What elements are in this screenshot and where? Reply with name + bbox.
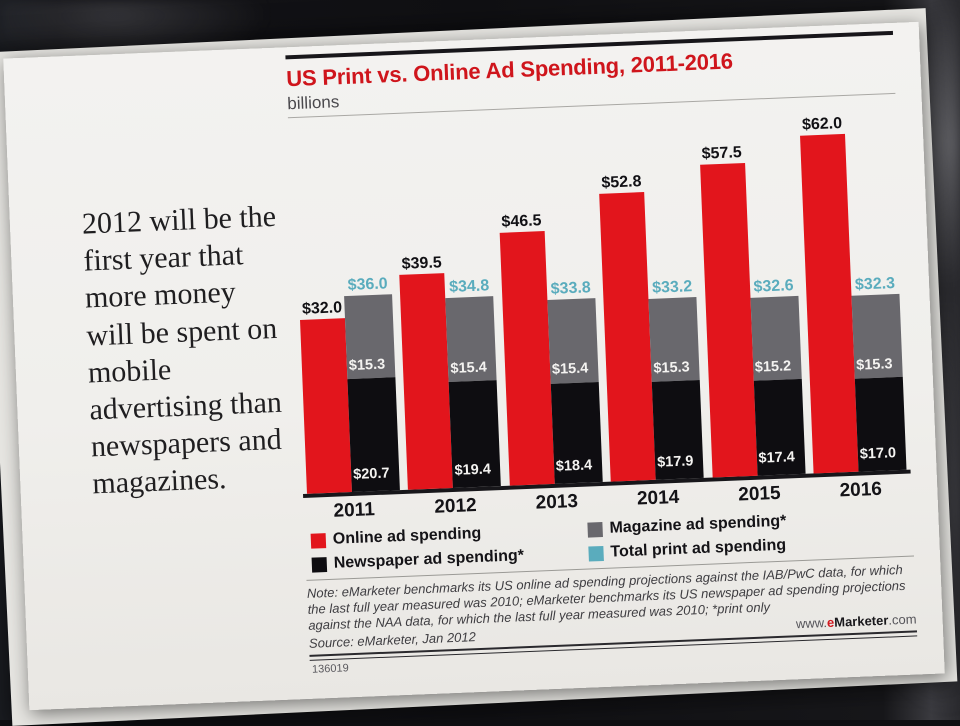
print-bar-column: $32.6 $15.2 $17.4 [749, 277, 806, 476]
total-print-value-label: $34.8 [448, 277, 490, 297]
online-value-label: $39.5 [401, 253, 443, 273]
print-bar-column: $34.8 $15.4 $19.4 [445, 277, 502, 488]
total-print-value-label: $36.0 [347, 275, 388, 294]
online-value-label: $57.5 [701, 143, 743, 163]
online-value-label: $52.8 [601, 173, 642, 192]
print-stacked-bar: $15.3 $17.9 [648, 297, 704, 480]
x-axis-label-2012: 2012 [433, 495, 478, 518]
newspaper-segment: $17.0 [854, 377, 907, 472]
x-axis-label-2016: 2016 [839, 478, 883, 502]
magazine-value-label: $15.4 [450, 359, 488, 377]
print-stacked-bar: $15.4 $19.4 [445, 296, 502, 488]
online-bar-column: $46.5 [499, 211, 555, 486]
plot-area: $32.0 $36.0 $15.3 $20.7 $39.5 $34.8 $15.4 $19.4… [288, 97, 911, 498]
newspaper-segment: $20.7 [347, 377, 400, 492]
online-bar-column: $32.0 [299, 298, 352, 494]
total-print-value-label: $32.6 [753, 277, 794, 297]
online-bar [599, 192, 656, 482]
newspaper-value-label: $17.0 [859, 444, 897, 463]
x-axis-label-2011: 2011 [333, 499, 376, 522]
print-stacked-bar: $15.2 $17.4 [750, 296, 806, 476]
magazine-segment: $15.3 [648, 297, 700, 383]
legend-swatch-icon [587, 521, 603, 538]
online-bar [499, 230, 555, 486]
print-stacked-bar: $15.3 $17.0 [851, 293, 907, 472]
total-print-value-label: $33.2 [651, 278, 693, 297]
newspaper-segment: $18.4 [550, 381, 603, 484]
online-value-label: $32.0 [301, 298, 343, 318]
bar-group-2016: $62.0 $32.3 $15.3 $17.0 [799, 114, 907, 474]
online-bar-column: $57.5 [699, 143, 758, 478]
legend-swatch-icon [588, 545, 604, 562]
magazine-value-label: $15.3 [653, 359, 691, 377]
magazine-segment: $15.2 [750, 296, 802, 381]
magazine-segment: $15.3 [344, 294, 396, 380]
online-bar [799, 134, 859, 474]
bar-group-2012: $39.5 $34.8 $15.4 $19.4 [399, 253, 502, 490]
quote-text: 2012 will be the first year that more mo… [81, 199, 283, 501]
newspaper-value-label: $18.4 [555, 456, 593, 475]
print-bar-column: $33.8 $15.4 $18.4 [546, 279, 603, 484]
online-bar [299, 317, 352, 494]
legend-swatch-icon [310, 532, 327, 549]
x-axis-label-2013: 2013 [535, 490, 579, 514]
total-print-value-label: $32.3 [854, 275, 896, 294]
newspaper-value-label: $17.4 [758, 448, 796, 467]
magazine-segment: $15.4 [445, 296, 497, 383]
newspaper-value-label: $20.7 [352, 464, 390, 483]
legend-label: Newspaper ad spending* [333, 547, 525, 572]
legend-swatch-icon [311, 556, 328, 573]
newspaper-value-label: $19.4 [454, 460, 492, 479]
bar-group-2014: $52.8 $33.2 $15.3 $17.9 [599, 172, 704, 482]
online-value-label: $46.5 [501, 211, 542, 231]
online-bar [699, 162, 758, 478]
newspaper-segment: $17.9 [651, 380, 704, 480]
magazine-value-label: $15.4 [551, 360, 589, 379]
magazine-value-label: $15.3 [855, 356, 893, 374]
print-stacked-bar: $15.3 $20.7 [344, 294, 400, 492]
chart-panel: US Print vs. Online Ad Spending, 2011-20… [271, 22, 945, 699]
x-axis-label-2014: 2014 [636, 486, 680, 510]
legend-label: Total print ad spending [610, 536, 787, 561]
magazine-value-label: $15.3 [348, 356, 386, 374]
x-axis-label-2015: 2015 [737, 482, 781, 506]
bar-group-2015: $57.5 $32.6 $15.2 $17.4 [699, 143, 806, 478]
legend-label: Online ad spending [332, 524, 482, 548]
emarketer-website: www.eMarketer.com [795, 611, 917, 632]
print-bar-column: $32.3 $15.3 $17.0 [851, 275, 907, 472]
legend-label: Magazine ad spending* [609, 512, 787, 537]
slide-card: 2012 will be the first year that more mo… [3, 21, 945, 711]
bar-group-2013: $46.5 $33.8 $15.4 $18.4 [499, 211, 603, 486]
bar-group-2011: $32.0 $36.0 $15.3 $20.7 [298, 275, 400, 494]
newspaper-segment: $19.4 [449, 380, 502, 488]
magazine-segment: $15.4 [547, 297, 599, 384]
total-print-value-label: $33.8 [550, 279, 592, 298]
print-stacked-bar: $15.4 $18.4 [547, 297, 603, 484]
newspaper-segment: $17.4 [753, 379, 806, 476]
online-bar-column: $52.8 [599, 173, 656, 482]
magazine-value-label: $15.2 [754, 357, 792, 376]
online-bar-column: $62.0 [799, 115, 859, 474]
online-value-label: $62.0 [801, 115, 843, 134]
print-bar-column: $33.2 $15.3 $17.9 [648, 278, 704, 480]
magazine-segment: $15.3 [851, 293, 903, 380]
print-bar-column: $36.0 $15.3 $20.7 [343, 275, 400, 492]
newspaper-value-label: $17.9 [656, 452, 694, 471]
